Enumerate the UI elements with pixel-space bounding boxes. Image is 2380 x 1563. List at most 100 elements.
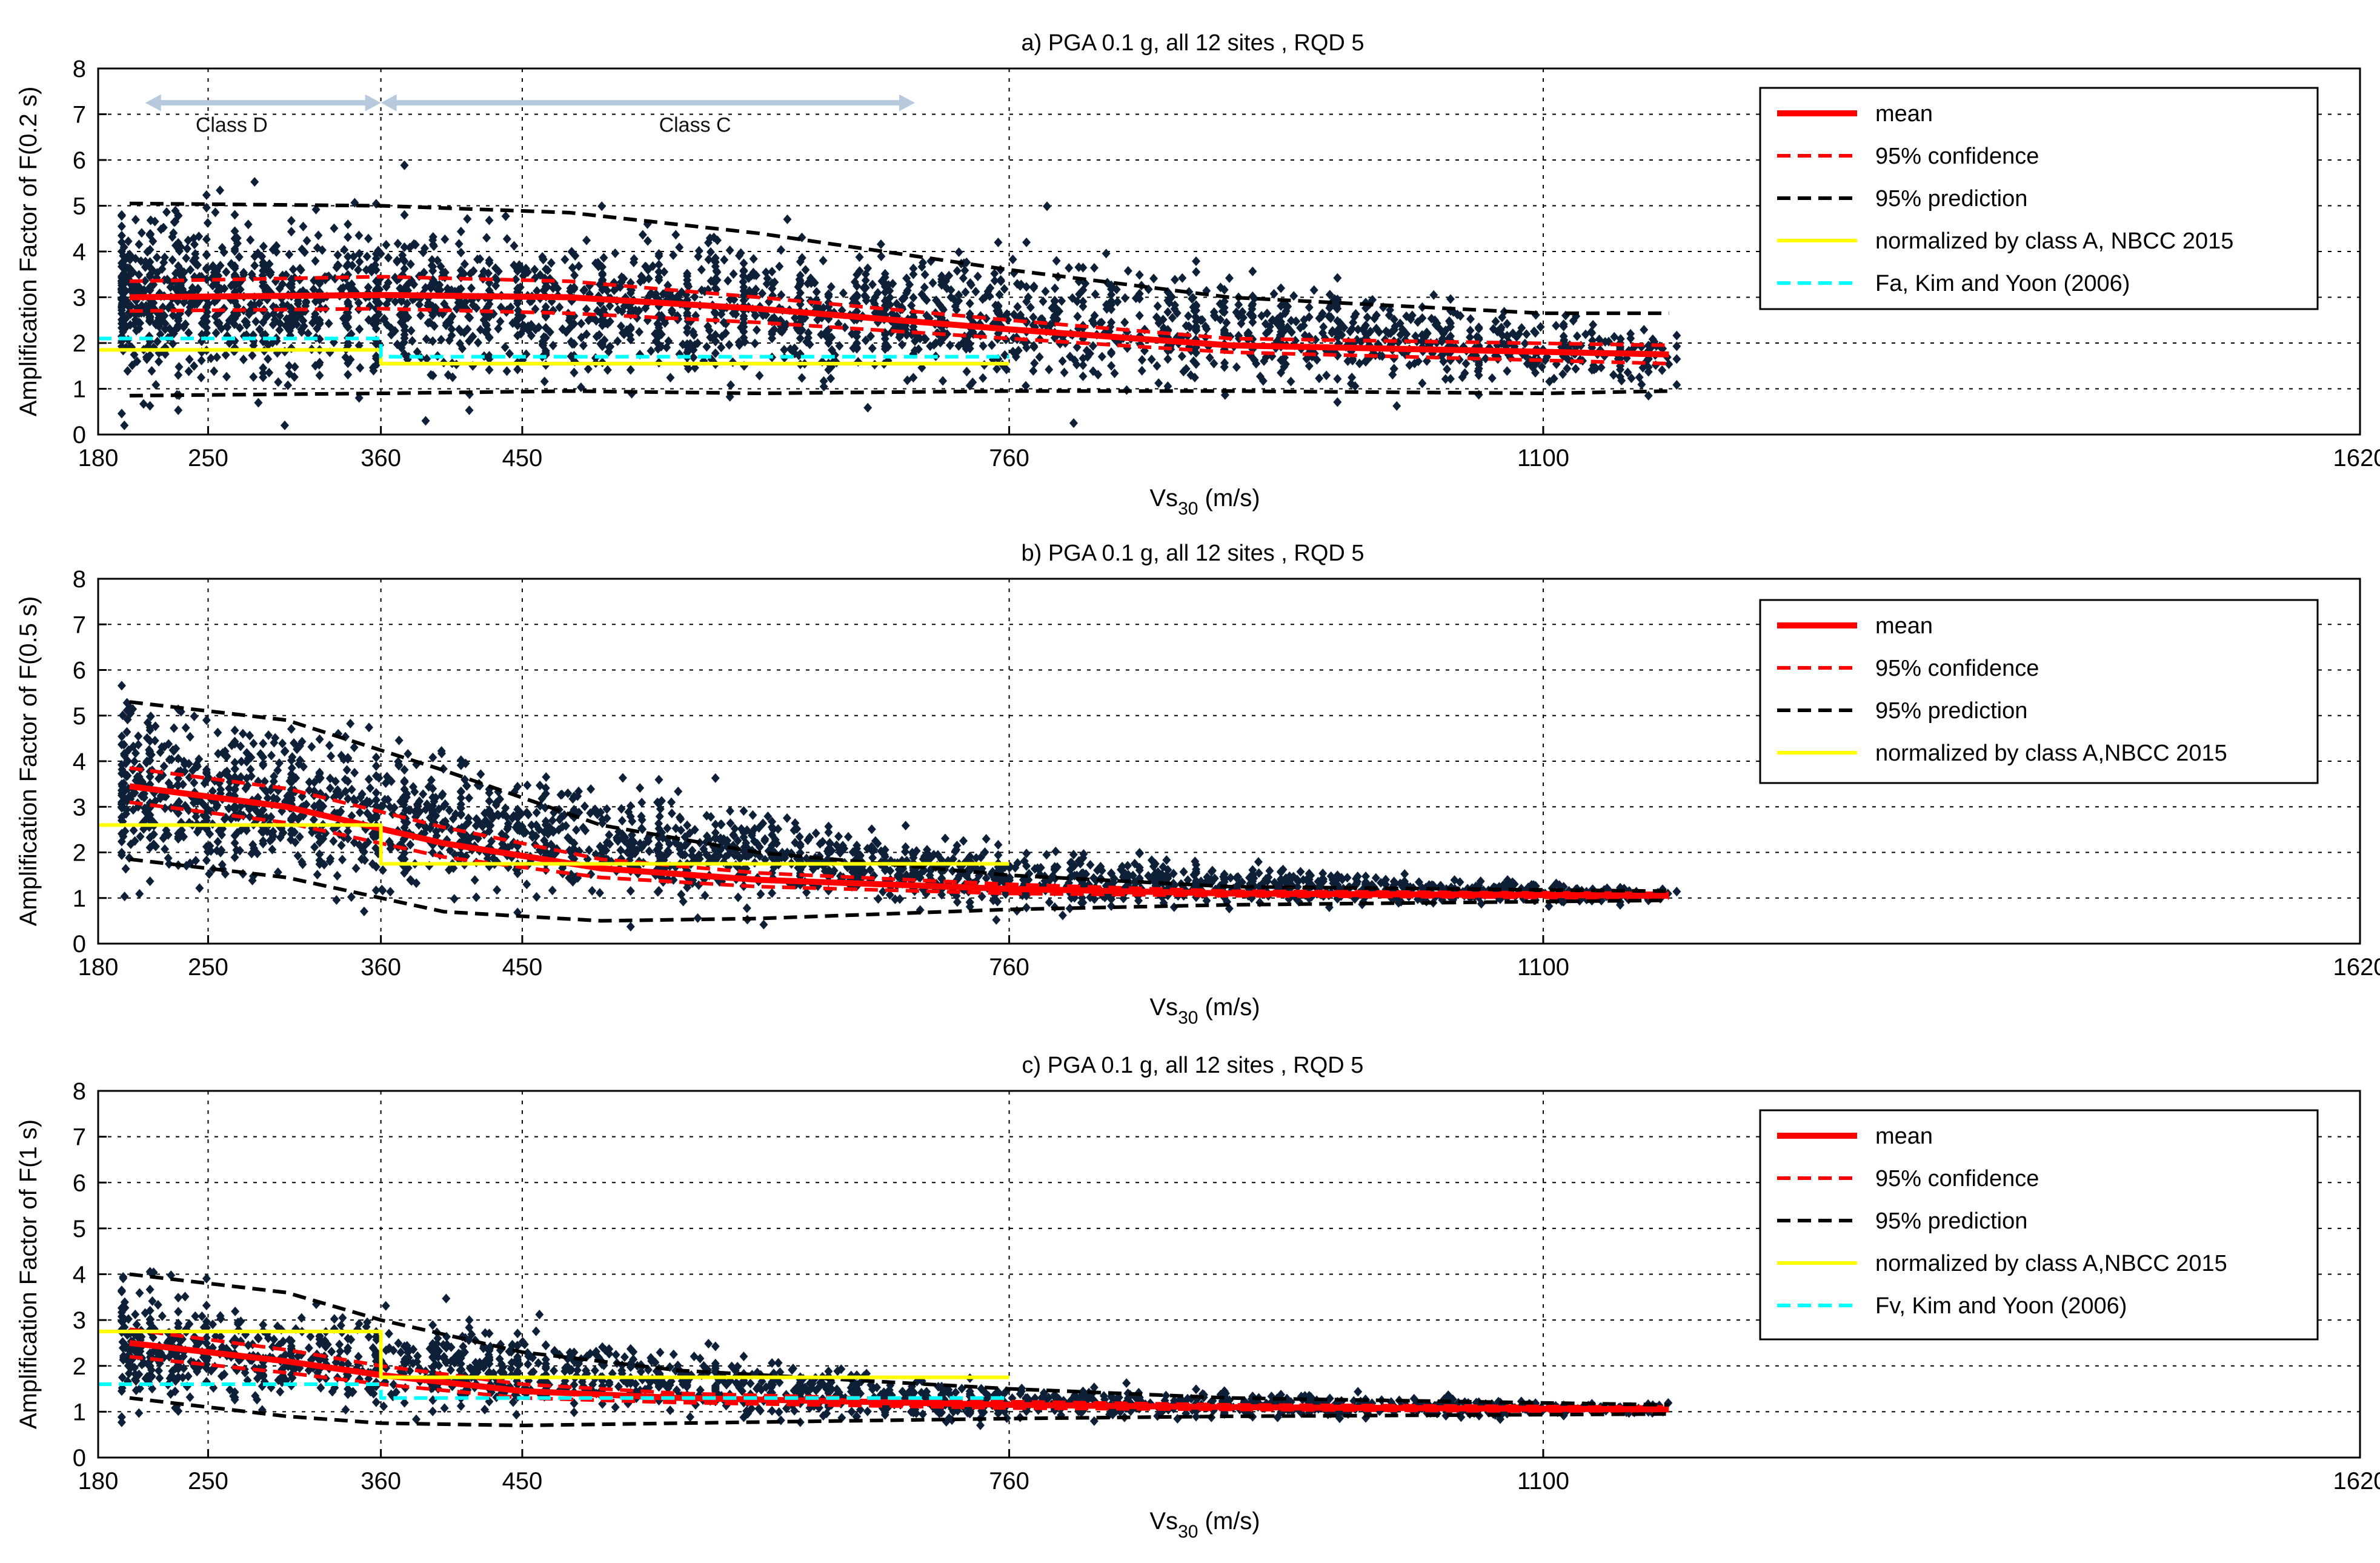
scatter-point bbox=[440, 234, 450, 244]
scatter-point bbox=[259, 738, 268, 748]
scatter-point bbox=[202, 715, 211, 725]
scatter-point bbox=[1030, 358, 1039, 368]
scatter-point bbox=[938, 303, 947, 313]
scatter-point bbox=[1333, 374, 1342, 384]
scatter-point bbox=[1248, 266, 1257, 276]
scatter-point bbox=[162, 207, 171, 217]
scatter-point bbox=[1354, 324, 1363, 335]
scatter-point bbox=[145, 876, 155, 887]
scatter-point bbox=[311, 256, 320, 266]
scatter-point bbox=[920, 270, 929, 280]
scatter-point bbox=[131, 215, 140, 225]
scatter-point bbox=[1102, 304, 1111, 314]
scatter-point bbox=[371, 761, 381, 771]
scatter-point bbox=[1315, 373, 1324, 384]
scatter-point bbox=[862, 295, 871, 305]
scatter-point bbox=[711, 257, 720, 267]
scatter-point bbox=[421, 416, 430, 426]
scatter-point bbox=[876, 239, 885, 249]
scatter-point bbox=[1522, 329, 1531, 339]
scatter-point bbox=[1277, 355, 1286, 365]
scatter-point bbox=[1466, 314, 1475, 324]
scatter-point bbox=[582, 329, 591, 339]
scatter-point bbox=[259, 363, 268, 373]
scatter-point bbox=[264, 730, 273, 741]
scatter-point bbox=[1225, 273, 1234, 283]
scatter-point bbox=[655, 811, 664, 822]
scatter-point bbox=[812, 287, 821, 297]
scatter-point bbox=[1168, 292, 1177, 302]
scatter-point bbox=[239, 267, 248, 278]
scatter-point bbox=[166, 282, 175, 292]
scatter-point bbox=[249, 372, 258, 382]
scatter-point bbox=[801, 265, 810, 275]
scatter-point bbox=[1361, 871, 1371, 882]
scatter-point bbox=[350, 767, 359, 778]
scatter-point bbox=[317, 245, 327, 255]
scatter-point bbox=[152, 252, 161, 262]
scatter-point bbox=[897, 339, 906, 350]
scatter-point bbox=[626, 921, 635, 931]
scatter-point bbox=[371, 339, 381, 349]
scatter-point bbox=[1461, 358, 1471, 368]
scatter-point bbox=[1453, 309, 1462, 319]
scatter-point bbox=[510, 241, 519, 251]
scatter-point bbox=[548, 885, 557, 896]
scatter-point bbox=[690, 340, 699, 350]
scatter-point bbox=[354, 298, 363, 308]
scatter-point bbox=[1361, 320, 1371, 330]
x-tick-label: 1620 bbox=[2333, 445, 2380, 472]
scatter-point bbox=[1309, 285, 1318, 295]
scatter-point bbox=[220, 284, 229, 294]
scatter-point bbox=[1333, 397, 1342, 407]
scatter-point bbox=[588, 885, 597, 896]
scatter-point bbox=[782, 813, 791, 823]
scatter-point bbox=[570, 270, 579, 281]
scatter-point bbox=[667, 797, 676, 807]
scatter-point bbox=[416, 310, 425, 321]
y-tick-label: 8 bbox=[73, 56, 86, 82]
scatter-point bbox=[247, 269, 256, 279]
scatter-point bbox=[1520, 338, 1529, 348]
scatter-point bbox=[703, 321, 713, 332]
scatter-point bbox=[511, 275, 520, 285]
class-label: Class C bbox=[659, 114, 731, 137]
scatter-point bbox=[265, 259, 274, 269]
scatter-point bbox=[1418, 378, 1427, 388]
scatter-point bbox=[674, 786, 683, 796]
scatter-point bbox=[840, 322, 849, 333]
scatter-point bbox=[717, 342, 726, 353]
scatter-point bbox=[1537, 362, 1546, 372]
scatter-point bbox=[720, 255, 729, 265]
scatter-point bbox=[190, 711, 199, 721]
scatter-point bbox=[244, 219, 253, 230]
scatter-point bbox=[966, 278, 975, 288]
scatter-point bbox=[909, 373, 918, 383]
scatter-point bbox=[863, 402, 873, 413]
scatter-point bbox=[193, 299, 202, 309]
scatter-point bbox=[1458, 372, 1467, 382]
scatter-point bbox=[1107, 297, 1116, 307]
scatter-point bbox=[1079, 360, 1088, 370]
scatter-point bbox=[1201, 321, 1210, 332]
scatter-point bbox=[901, 821, 910, 831]
scatter-point bbox=[1349, 318, 1358, 328]
scatter-point bbox=[654, 344, 663, 354]
scatter-point bbox=[693, 913, 702, 923]
scatter-point bbox=[265, 367, 274, 378]
scatter-point bbox=[749, 254, 758, 264]
scatter-point bbox=[1489, 324, 1498, 334]
scatter-point bbox=[675, 242, 684, 253]
scatter-point bbox=[1068, 293, 1077, 303]
scatter-point bbox=[171, 205, 180, 216]
scatter-point bbox=[1073, 312, 1082, 322]
scatter-point bbox=[1503, 319, 1512, 329]
scatter-point bbox=[117, 221, 126, 232]
scatter-point bbox=[482, 233, 491, 243]
scatter-point bbox=[494, 324, 503, 334]
scatter-point bbox=[216, 185, 225, 195]
scatter-point bbox=[1163, 381, 1172, 392]
scatter-point bbox=[371, 795, 381, 805]
scatter-point bbox=[197, 355, 206, 365]
